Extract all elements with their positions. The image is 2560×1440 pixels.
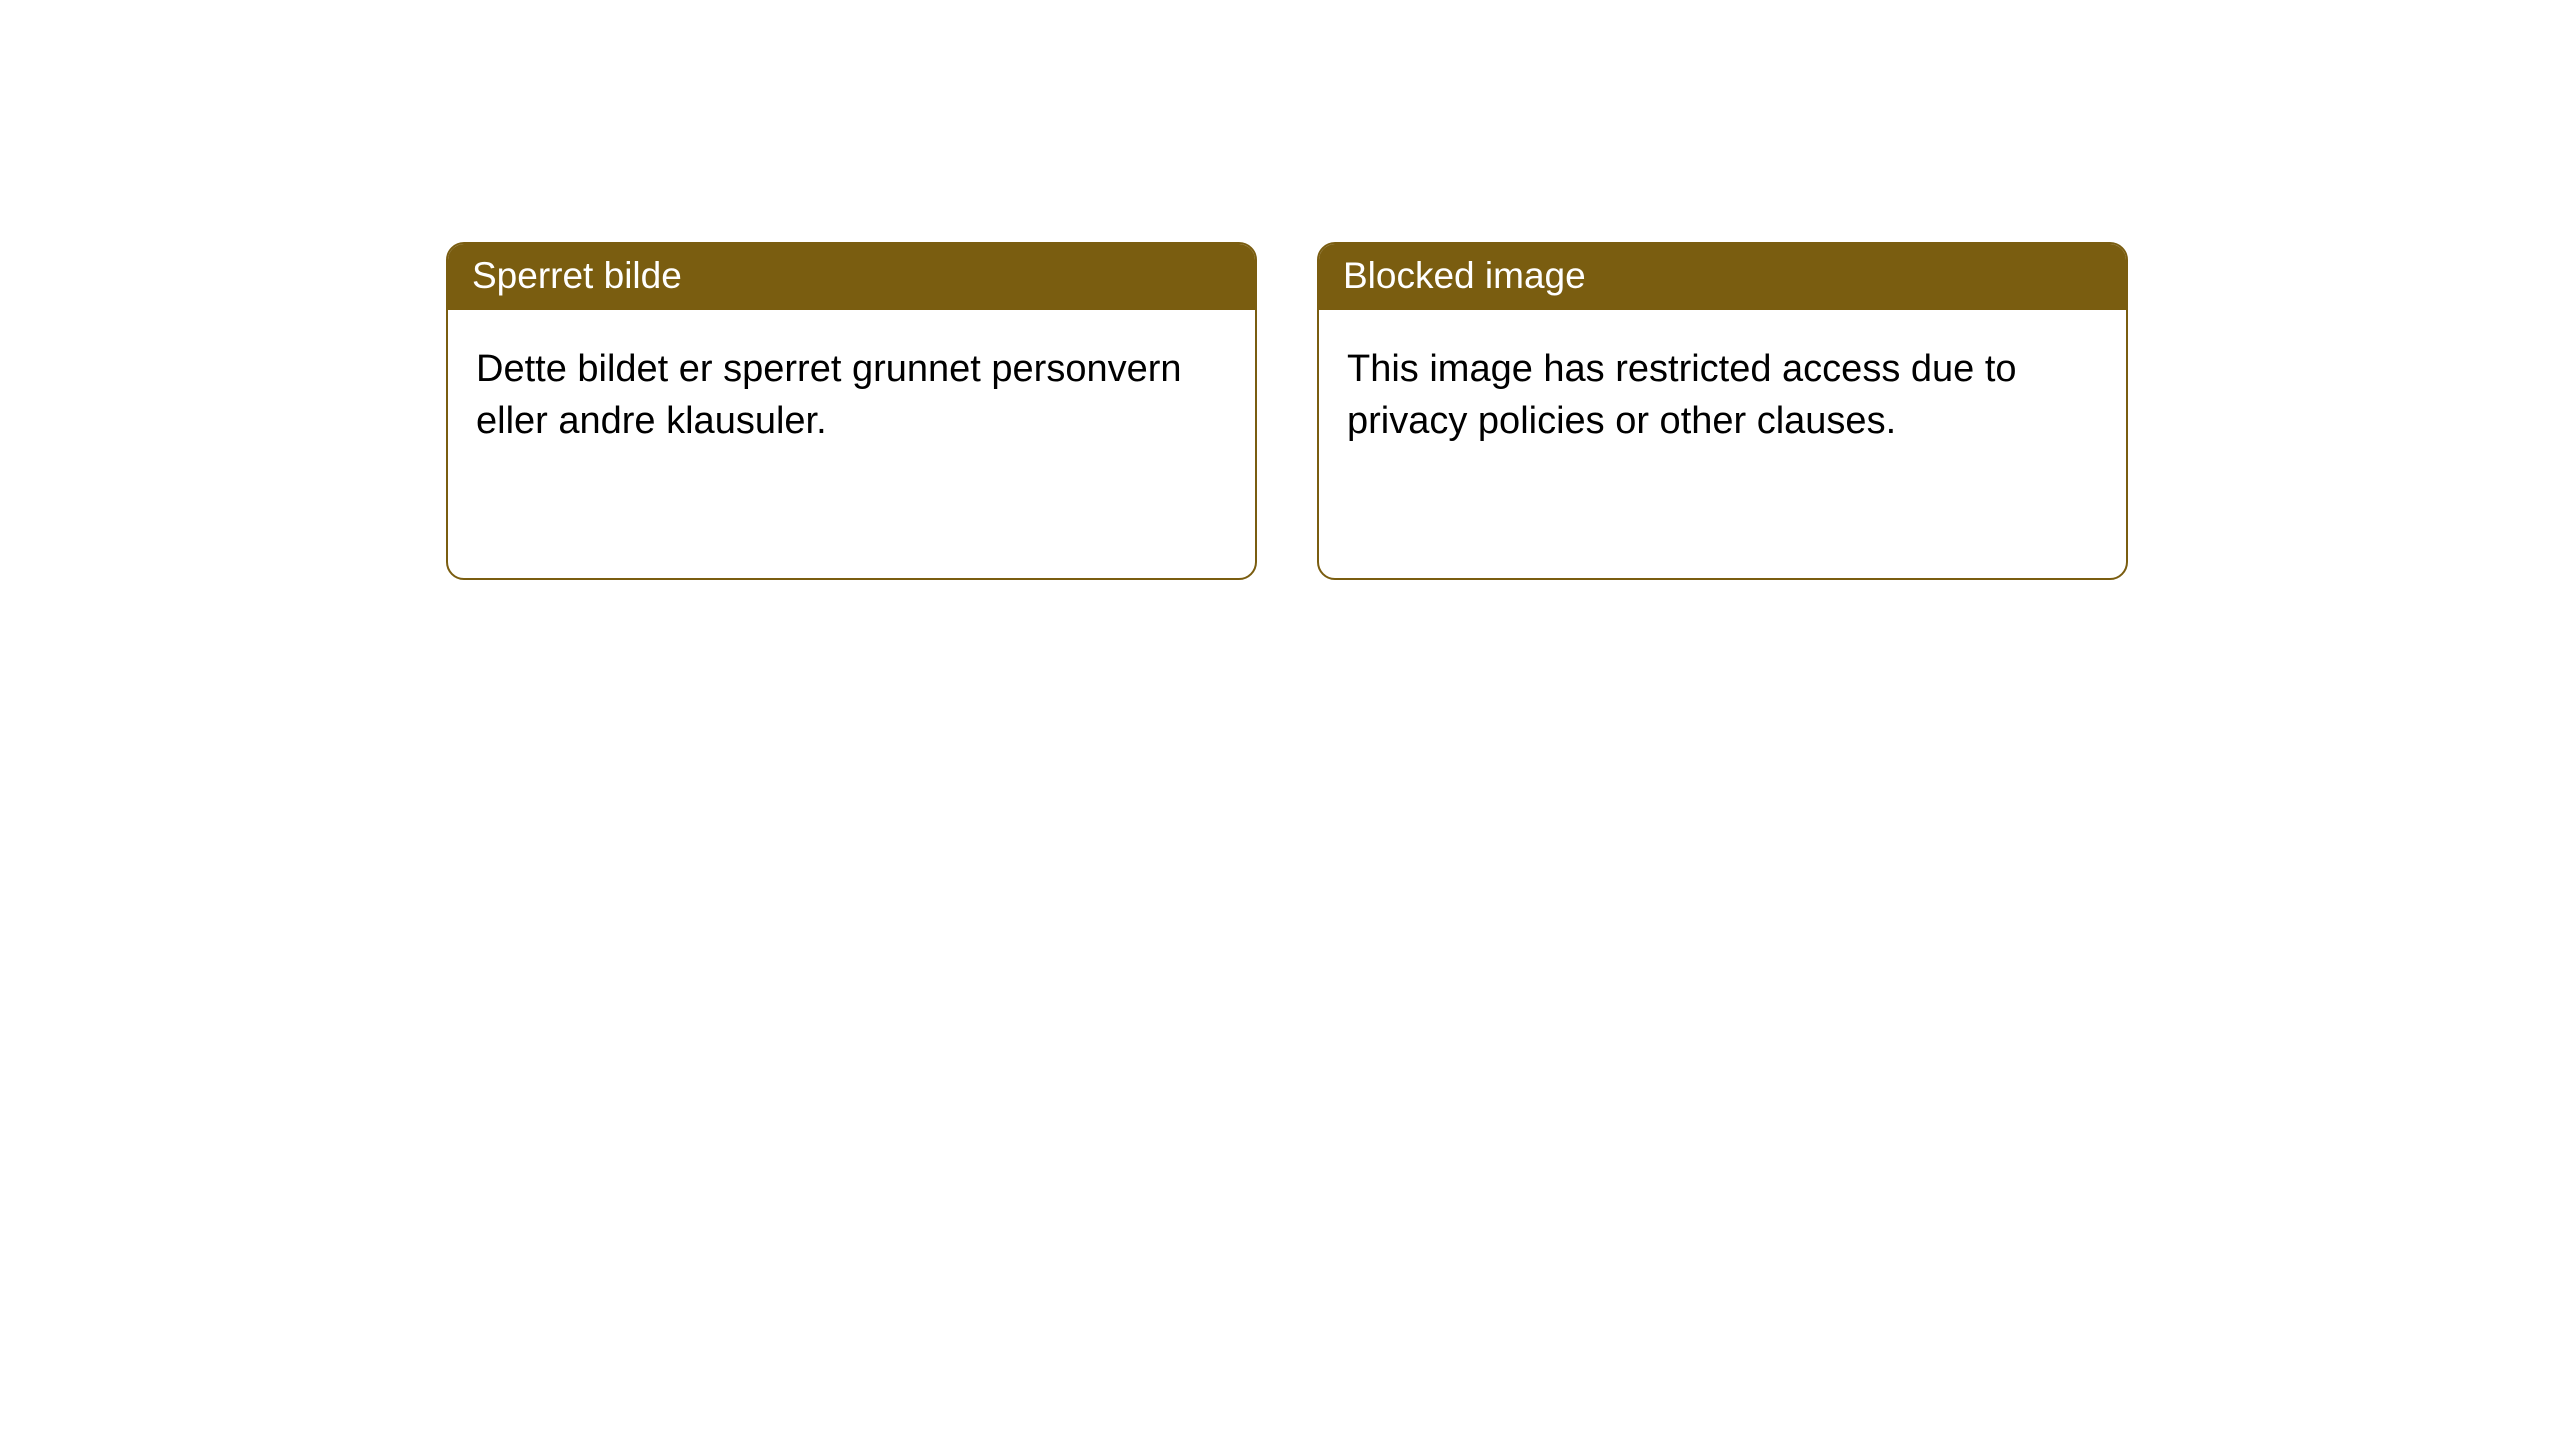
notice-card-norwegian: Sperret bilde Dette bildet er sperret gr… — [446, 242, 1257, 580]
notice-body-norwegian: Dette bildet er sperret grunnet personve… — [448, 310, 1255, 481]
notice-container: Sperret bilde Dette bildet er sperret gr… — [0, 0, 2560, 580]
notice-card-english: Blocked image This image has restricted … — [1317, 242, 2128, 580]
notice-title-english: Blocked image — [1319, 244, 2126, 310]
notice-title-norwegian: Sperret bilde — [448, 244, 1255, 310]
notice-body-english: This image has restricted access due to … — [1319, 310, 2126, 481]
